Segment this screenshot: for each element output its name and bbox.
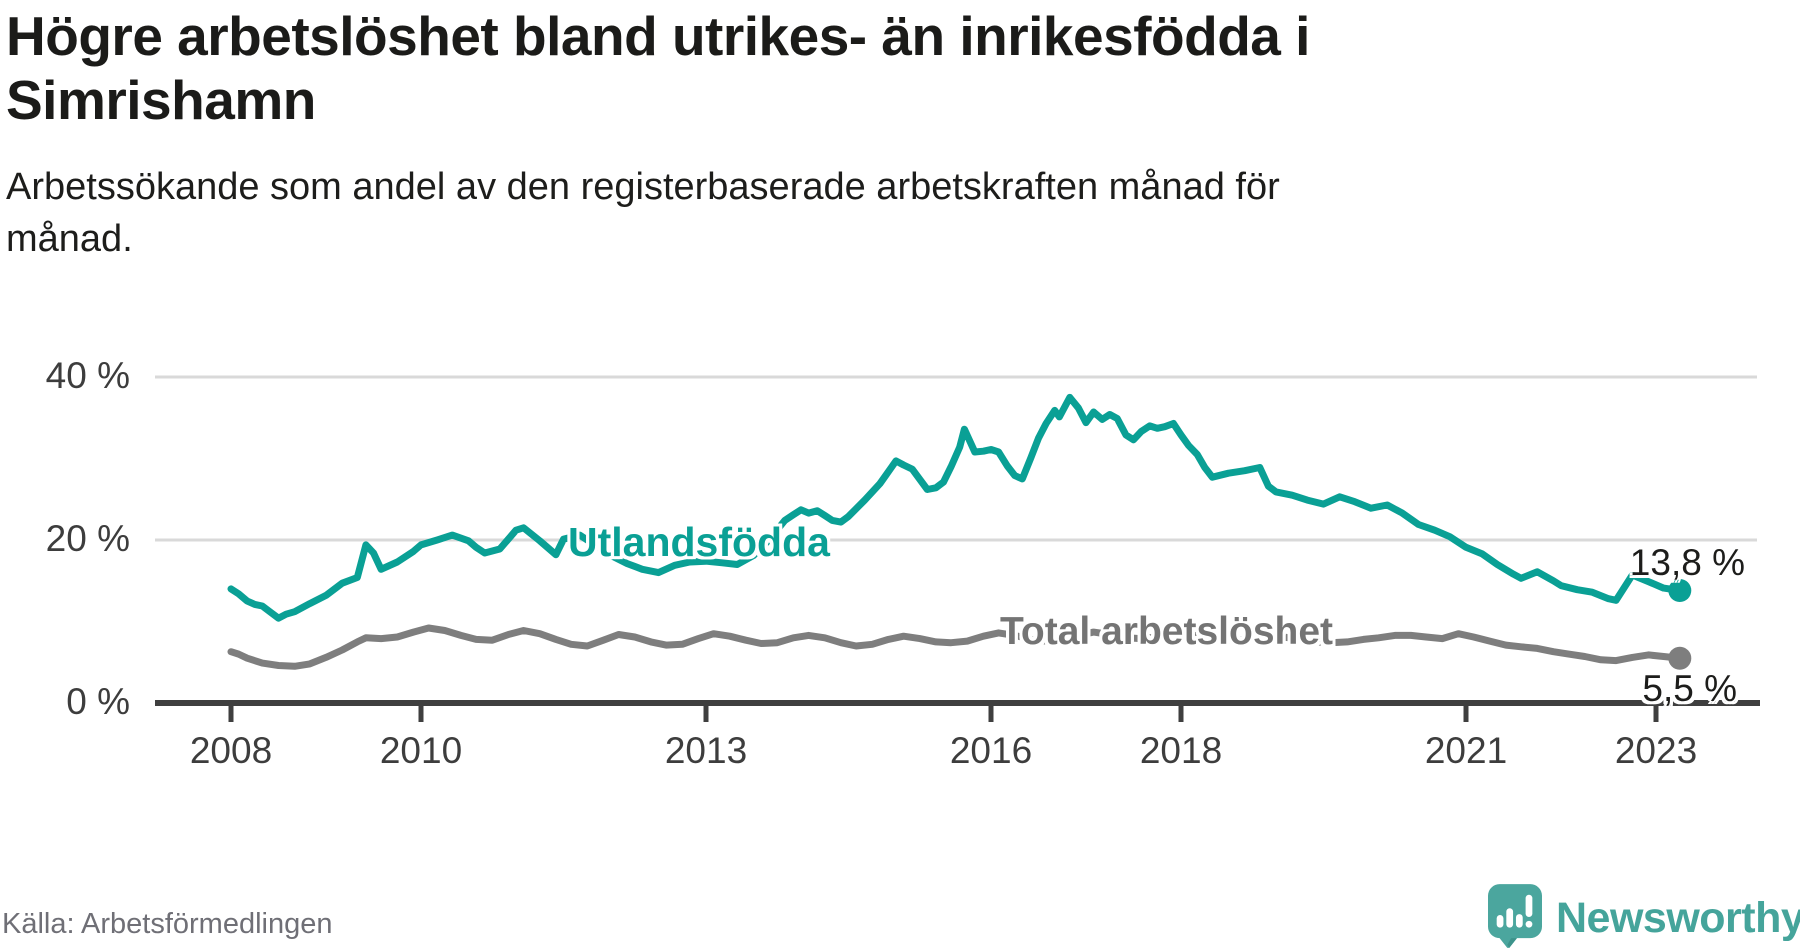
- x-tick-label-2013: 2013: [664, 730, 748, 771]
- source-attribution: Källa: Arbetsförmedlingen: [2, 908, 333, 940]
- newsworthy-wordmark: Newsworthy: [1556, 894, 1800, 942]
- x-tick-label-2008: 2008: [189, 730, 273, 771]
- series-end-dot-total-arbetsloshet: [1668, 646, 1692, 670]
- newsworthy-logo[interactable]: Newsworthy: [1488, 884, 1800, 948]
- bar-chart-bubble-icon: [1488, 884, 1542, 948]
- y-tick-label-0: 0 %: [66, 681, 130, 722]
- page-title-line-1: Högre arbetslöshet bland utrikes- än inr…: [6, 5, 1310, 67]
- series-line-utlandsfodda: [227, 393, 1684, 622]
- y-tick-label-40: 40 %: [45, 355, 130, 396]
- chart-subtitle-line-2: månad.: [6, 218, 133, 260]
- end-value-label-utlandsfodda: 13,8 %: [1629, 542, 1745, 583]
- y-tick-label-20: 20 %: [45, 518, 130, 559]
- series-line-total-arbetsloshet: [227, 624, 1684, 670]
- x-tick-label-2023: 2023: [1614, 730, 1698, 771]
- series-label-total-arbetsloshet: Total arbetslöshet: [1000, 610, 1334, 653]
- x-tick-label-2018: 2018: [1139, 730, 1223, 771]
- chart-subtitle-line-1: Arbetssökande som andel av den registerb…: [6, 166, 1280, 208]
- x-tick-label-2010: 2010: [379, 730, 463, 771]
- x-tick-label-2016: 2016: [949, 730, 1033, 771]
- end-value-label-total: 5,5 %: [1642, 668, 1737, 709]
- x-tick-label-2021: 2021: [1424, 730, 1508, 771]
- page-title-line-2: Simrishamn: [6, 69, 316, 131]
- series-label-utlandsfodda: Utlandsfödda: [568, 519, 830, 565]
- series-end-dot-utlandsfodda: [1668, 579, 1692, 602]
